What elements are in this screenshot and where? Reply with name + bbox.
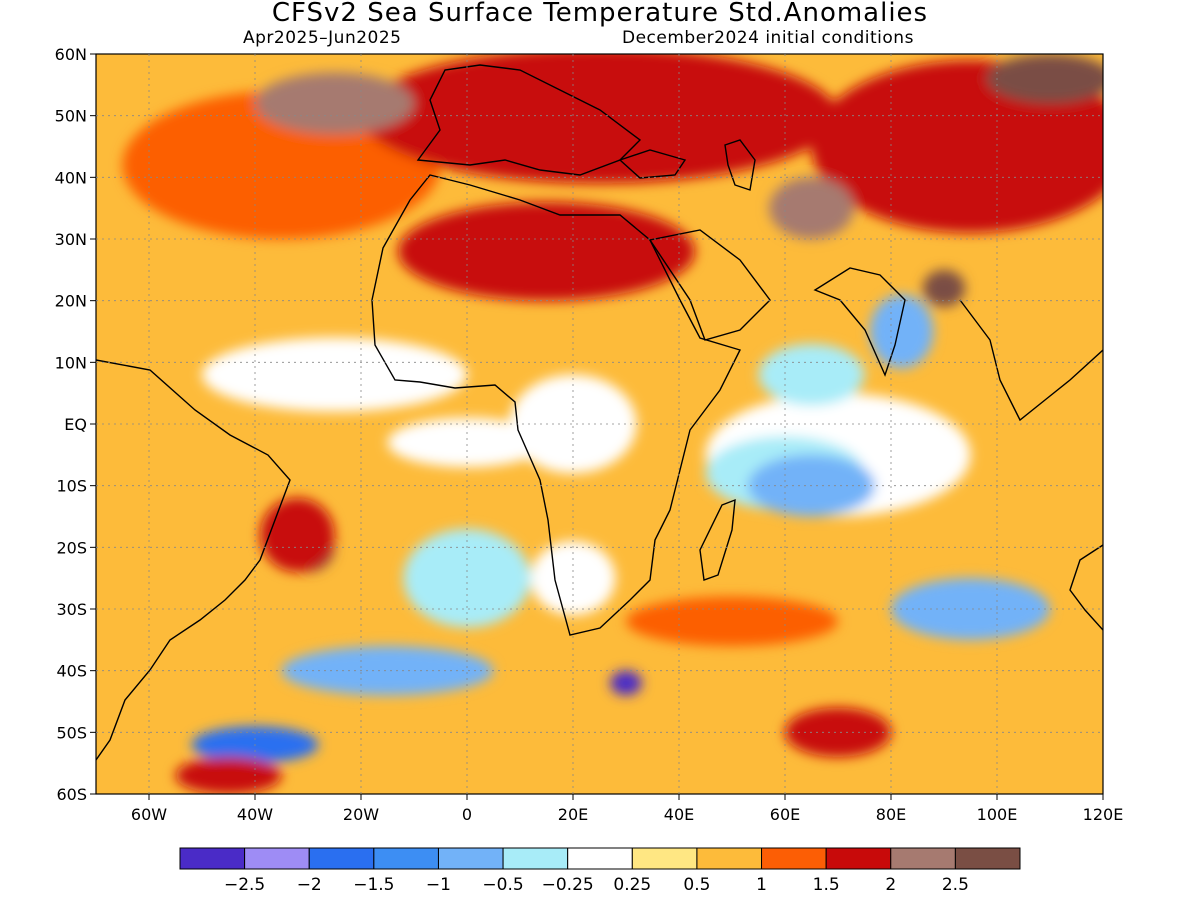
longitude-labels: 60W 40W 20W 0 20E 40E 60E 80E 100E 120E [131,794,1123,824]
colorbar-label: −2.5 [224,875,265,895]
anomaly-region-south-africa-neutral [530,541,616,616]
lat-tick-label: 30S [56,600,87,619]
anomaly-region-bay-of-bengal-cool [869,294,934,369]
colorbar-swatch [825,847,892,870]
colorbar-swatch [890,847,956,870]
lon-tick-label: 40E [664,805,694,824]
colorbar-label: 2.5 [942,875,969,895]
lat-tick-label: 20S [56,538,87,557]
lon-tick-label: 60W [131,805,167,824]
colorbar-label: 1.5 [813,875,840,895]
colorbar-label: −0.5 [482,875,523,895]
colorbar-label: −1.5 [353,875,394,895]
lat-tick-label: 30N [55,230,87,249]
initial-conditions: December2024 initial conditions [622,28,914,48]
colorbar-label: −1 [426,875,451,895]
colorbar-swatch [761,847,827,870]
colorbar: −2.5 −2 −1.5 −1 −0.5 −0.25 0.25 0.5 1 1.5 2 2.5 [179,847,1021,895]
lat-tick-label: 60N [55,45,87,64]
coastlines [96,64,1103,761]
lon-tick-label: 20E [558,805,588,824]
europe-coastline [416,64,642,176]
colorbar-swatch [437,847,504,870]
colorbar-swatch [502,847,569,870]
colorbar-swatch [373,847,439,870]
lon-tick-label: 20W [343,805,379,824]
lat-tick-label: 40N [55,168,87,187]
madagascar-coastline [699,498,736,581]
black-sea-coastline [618,149,687,179]
australia-coastline [1069,544,1103,631]
colorbar-swatch [179,847,246,870]
latitude-labels: 60N 50N 40N 30N 20N 10N EQ 10S 20S 30S 40S 50S 60S [55,45,96,804]
anomaly-region-tibet-very-hot [922,269,966,307]
lon-tick-label: 60E [770,805,800,824]
lon-tick-label: 120E [1083,805,1124,824]
anomaly-field [96,54,1103,794]
anomaly-region-greenland-sea-very-hot [255,72,414,135]
lat-tick-label: 20N [55,292,87,311]
lat-tick-label: 10S [56,477,87,496]
colorbar-label: −2 [297,875,322,895]
anomaly-region-south-indian-hot [785,707,891,757]
anomaly-region-central-africa-neutral [509,374,637,474]
lon-tick-label: 100E [977,805,1018,824]
lon-tick-label: 40W [237,805,273,824]
anomaly-region-southern-far-hot [175,757,282,794]
south-america-coastline [96,359,291,761]
anomaly-region-asia-hot [811,60,1103,233]
anomaly-region-south-atlantic-cool [403,528,531,628]
colorbar-swatch [244,847,310,870]
lat-tick-label: 10N [55,353,87,372]
anomaly-region-north-africa-hot [398,202,695,301]
lat-tick-label: 50N [55,107,87,126]
colorbar-swatch [308,847,375,870]
anomaly-region-south-indian-cool [891,578,1050,640]
anomaly-region-tropical-atlantic-neutral [202,337,467,412]
colorbar-swatch [954,847,1021,870]
anomaly-region-europe-hot [361,54,838,184]
anomaly-region-siberia-very-hot [986,54,1103,104]
lon-tick-label: 80E [876,805,906,824]
lat-tick-label: 40S [56,662,87,681]
anomaly-region-southern-ocean-coolest [610,670,642,696]
colorbar-label: −0.25 [542,875,594,895]
lon-tick-label: 0 [462,805,472,824]
colorbar-swatch [567,847,633,870]
anomaly-region-southern-ocean-cool [281,646,494,696]
colorbar-label: 2 [885,875,896,895]
lat-tick-label: 50S [56,723,87,742]
lat-tick-label: 60S [56,785,87,804]
anomaly-region-brazil-hot [260,498,335,572]
forecast-period: Apr2025–Jun2025 [243,28,402,48]
arabia-coastline [648,229,771,341]
colorbar-label: 0.25 [613,875,651,895]
colorbar-swatch [696,847,763,870]
india-coastline [813,267,906,377]
africa-coastline [371,174,741,636]
colorbar-label: 1 [756,875,767,895]
colorbar-swatch [631,847,698,870]
lat-tick-label: EQ [64,415,87,434]
anomaly-region-equatorial-atlantic-neutral [387,417,547,468]
map-title: CFSv2 Sea Surface Temperature Std.Anomal… [271,0,929,28]
caspian-sea-coastline [724,139,756,191]
anomaly-region-central-asia-very-hot [769,177,854,240]
anomaly-region-arabian-sea-cool [758,343,865,406]
southeast-asia-coastline [959,299,1103,422]
colorbar-label: 0.5 [683,875,710,895]
anomaly-region-southern-mid-warm [626,596,838,646]
